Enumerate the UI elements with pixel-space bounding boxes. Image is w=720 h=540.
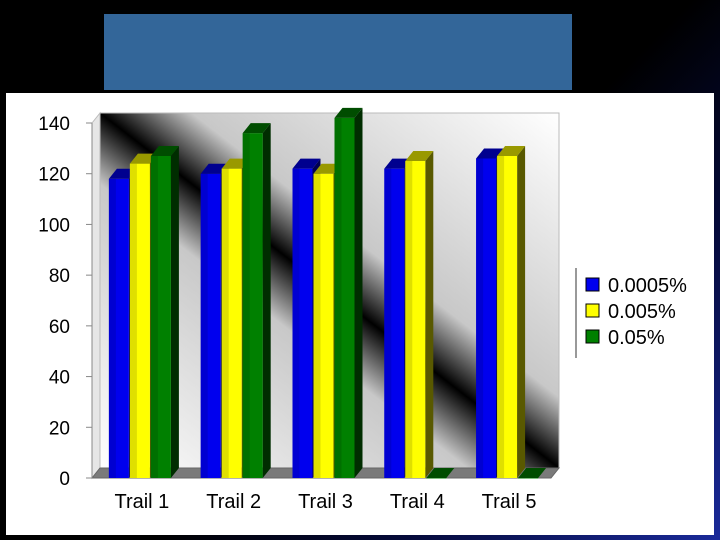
bar xyxy=(405,151,434,478)
bar-front xyxy=(426,478,447,479)
y-tick-label: 120 xyxy=(38,165,70,186)
bar-side xyxy=(170,145,179,478)
bar-side xyxy=(425,151,434,478)
y-tick-label: 40 xyxy=(49,368,70,389)
bar-front-shade xyxy=(313,173,321,478)
bar-front-shade xyxy=(242,133,250,478)
bar xyxy=(426,468,455,479)
bar-top xyxy=(497,145,526,156)
legend-swatch xyxy=(585,277,600,292)
bar-top xyxy=(518,468,547,478)
bar xyxy=(150,145,179,478)
bar-top xyxy=(292,158,321,169)
bar-front-shade xyxy=(221,168,229,478)
legend-label: 0.0005% xyxy=(608,275,687,297)
x-category-label: Trail 5 xyxy=(482,491,537,513)
bar-top xyxy=(334,107,363,118)
chart-side-wall xyxy=(91,111,101,480)
legend-label: 0.05% xyxy=(608,327,665,349)
legend-swatch xyxy=(585,303,600,318)
bar-front-shade xyxy=(129,163,137,479)
bar-front-shade xyxy=(405,161,413,478)
bar-front-shade xyxy=(497,155,505,478)
bar-top xyxy=(108,168,137,179)
bar-side xyxy=(262,123,271,478)
bar-top xyxy=(150,145,179,156)
bar xyxy=(518,468,547,479)
bar-front-shade xyxy=(334,117,342,478)
bar xyxy=(334,107,363,478)
bar-top xyxy=(405,151,434,162)
bar-front-shade xyxy=(108,178,116,478)
bar-front-shade xyxy=(426,478,434,479)
y-tick-label: 20 xyxy=(49,418,70,439)
bar-front-shade xyxy=(476,158,484,478)
x-category-label: Trail 1 xyxy=(114,491,169,513)
bar-front-shade xyxy=(384,168,392,478)
bar-top xyxy=(426,468,455,478)
bar-front-shade xyxy=(518,478,526,479)
y-tick-label: 0 xyxy=(59,469,70,490)
bar xyxy=(497,145,526,478)
bar-side xyxy=(517,145,526,478)
x-category-label: Trail 3 xyxy=(298,491,353,513)
bar-side xyxy=(354,107,363,478)
x-category-label: Trail 2 xyxy=(206,491,261,513)
chart-panel: 0 20 40 60 80 100 120 140 Trail 1 Trail 2 Trail 3 T… xyxy=(6,93,714,535)
legend-label: 0.005% xyxy=(608,301,676,323)
y-tick-label: 100 xyxy=(38,215,70,236)
bar xyxy=(242,123,271,478)
bar-front-shade xyxy=(200,173,208,478)
bar-top xyxy=(242,123,271,134)
slide-title-box xyxy=(104,14,572,90)
bar-chart: 0 20 40 60 80 100 120 140 Trail 1 Trail 2 Trail 3 T… xyxy=(38,107,687,513)
y-tick-label: 140 xyxy=(38,114,70,135)
y-tick-label: 80 xyxy=(49,266,70,287)
x-category-label: Trail 4 xyxy=(390,491,445,513)
bar-front xyxy=(518,478,539,479)
legend-swatch xyxy=(585,329,600,344)
y-tick-label: 60 xyxy=(49,317,70,338)
bar-front-shade xyxy=(292,168,300,478)
bar-front-shade xyxy=(150,155,158,478)
